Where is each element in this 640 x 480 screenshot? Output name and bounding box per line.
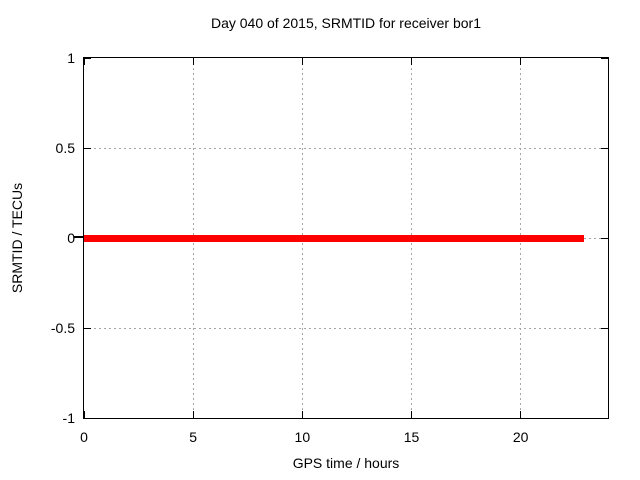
x-tick-label: 15 <box>403 429 420 445</box>
x-tick-label: 0 <box>80 429 88 445</box>
chart-title: Day 040 of 2015, SRMTID for receiver bor… <box>210 15 481 31</box>
x-tick-mark <box>301 411 303 418</box>
y-tick-mark-right <box>601 417 608 419</box>
y-tick-label: 0 <box>67 230 75 246</box>
y-tick-mark-right <box>601 237 608 239</box>
x-tick-mark <box>411 411 412 418</box>
zero-outward-tick <box>74 236 83 238</box>
series-line <box>84 234 584 242</box>
y-tick-label: 1 <box>67 50 75 66</box>
y-tick-mark <box>84 147 91 149</box>
x-tick-mark-top <box>411 58 412 65</box>
x-tick-mark-top <box>301 58 303 65</box>
x-axis-label: GPS time / hours <box>292 455 400 471</box>
x-tick-label: 20 <box>512 429 529 445</box>
y-tick-mark-right <box>601 147 608 149</box>
x-tick-label: 10 <box>294 429 311 445</box>
x-tick-label: 5 <box>189 429 198 445</box>
y-tick-mark-right <box>601 57 608 59</box>
y-gridline <box>84 327 608 329</box>
y-tick-mark <box>84 417 91 419</box>
x-tick-mark <box>83 411 85 418</box>
y-tick-mark-right <box>601 327 608 329</box>
y-tick-label: -1 <box>62 410 75 426</box>
plot-area <box>83 57 609 419</box>
x-tick-mark <box>520 411 522 418</box>
y-tick-mark <box>84 327 91 329</box>
x-tick-mark-top <box>520 58 522 65</box>
x-tick-mark-top <box>192 58 194 65</box>
y-gridline <box>84 147 608 149</box>
y-tick-mark <box>84 57 91 59</box>
x-tick-mark <box>192 411 194 418</box>
y-tick-label: -0.5 <box>50 320 75 336</box>
y-tick-label: 0.5 <box>55 140 75 156</box>
x-tick-mark-top <box>83 58 85 65</box>
